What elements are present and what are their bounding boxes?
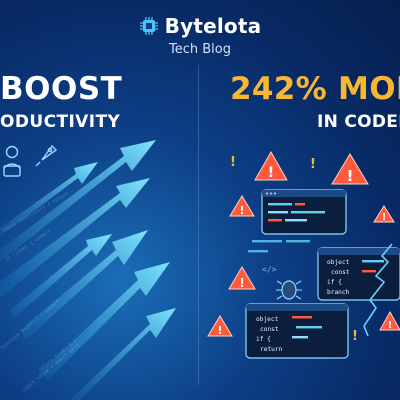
code-line: const xyxy=(260,326,279,333)
code-line: if { xyxy=(256,336,271,343)
svg-text:const value = await data: const value = await data xyxy=(21,342,80,393)
warning-icon: ! xyxy=(207,315,233,337)
chip-icon xyxy=(139,17,158,35)
svg-text:!: ! xyxy=(388,320,393,331)
rocket-icon xyxy=(35,144,58,167)
bug-icon xyxy=(276,280,302,300)
right-headline: 242% MOR xyxy=(230,71,400,107)
code-line: return xyxy=(260,346,283,353)
brand-name: Bytelota xyxy=(164,14,262,38)
brand-subtitle: Tech Blog xyxy=(169,42,231,57)
right-subheadline: IN CODEE xyxy=(317,112,400,132)
code-fragments: </> xyxy=(248,240,310,274)
svg-text:!: ! xyxy=(239,276,244,290)
svg-text:!: ! xyxy=(382,212,387,223)
warning-icon: ! xyxy=(331,153,369,185)
svg-text:!: ! xyxy=(352,329,358,344)
svg-text:!: ! xyxy=(310,157,316,172)
code-line: const xyxy=(331,269,350,276)
warning-icon: ! xyxy=(228,266,256,290)
code-line: if { xyxy=(327,279,342,286)
crack-icon xyxy=(363,243,393,337)
svg-text:const function() { return: const function() { return xyxy=(2,191,70,234)
svg-text:</>: </> xyxy=(262,265,277,274)
svg-text:function async() { export: function async() { export xyxy=(0,299,61,352)
exclamation-marks: ! ! ! xyxy=(230,155,358,344)
svg-text:!: ! xyxy=(217,324,222,337)
center-divider xyxy=(198,65,199,385)
svg-text:return true; } }: return true; } } xyxy=(37,338,78,374)
svg-text:!: ! xyxy=(230,155,236,170)
svg-text:!: ! xyxy=(268,165,274,181)
code-line: branch xyxy=(327,289,350,296)
arrow-group xyxy=(0,140,176,400)
code-window-top xyxy=(261,189,347,235)
code-line: object xyxy=(327,259,350,266)
brand-header: Bytelota Tech Blog xyxy=(0,14,400,57)
warning-icon: ! xyxy=(379,310,400,331)
left-headline: BOOST xyxy=(0,71,123,107)
code-window-bottom xyxy=(245,303,349,359)
code-line: object xyxy=(256,316,279,323)
svg-text:if (item) { commit: if (item) { commit xyxy=(4,228,52,263)
svg-text:!: ! xyxy=(347,167,354,185)
developer-icon xyxy=(3,145,21,177)
warning-icon: ! xyxy=(229,195,255,217)
code-streaks: const function() { return if (item) { co… xyxy=(0,191,81,394)
code-window-middle xyxy=(317,247,400,301)
svg-text:!: ! xyxy=(239,204,244,217)
warning-icon: ! xyxy=(254,150,288,181)
left-subheadline: ODUCTIVITY xyxy=(0,112,121,132)
warning-icon: ! xyxy=(373,205,395,223)
